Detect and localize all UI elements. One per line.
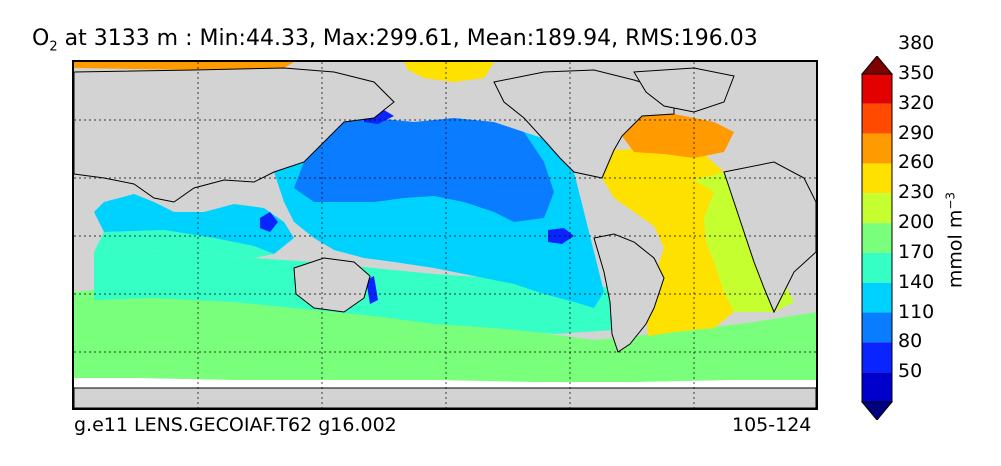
colorbar-label: mmol m−3: [943, 192, 966, 288]
south-america: [593, 233, 665, 353]
greenland: [633, 67, 735, 113]
colorbar-block: [862, 342, 892, 373]
colorbar-tick-label: 350: [898, 62, 935, 84]
colorbar-block: [862, 223, 892, 253]
colorbar-tick-label: 50: [898, 360, 923, 383]
colorbar-block: [862, 163, 892, 194]
colorbar-block: [862, 312, 892, 343]
atlantic-yellow-region: [602, 148, 734, 336]
australia: [293, 257, 371, 313]
philippine-dark-blue-patch: [260, 212, 278, 232]
north-america: [493, 69, 675, 179]
colorbar-tick-label: 260: [898, 151, 935, 174]
indian-ocean-aqua-region: [94, 230, 274, 258]
antarctic-shelf-white: [74, 378, 816, 388]
year-range-footer: 105-124: [732, 414, 812, 436]
antarctica: [74, 387, 816, 408]
gridlines: [74, 62, 816, 408]
colorbar-tick-label: 200: [898, 211, 935, 234]
colorbar: [860, 56, 894, 420]
indonesia-dark-blue-patch: [366, 276, 378, 304]
colorbar-tick-label: 110: [898, 300, 935, 323]
colorbar-block: [862, 372, 892, 402]
colorbar-block: [862, 133, 892, 164]
colorbar-block: [862, 282, 892, 313]
colorbar-tick-label: 80: [898, 330, 923, 353]
north-atlantic-orange-region: [622, 114, 734, 158]
arctic-yellow-blob: [404, 62, 494, 82]
arctic-orange-strip: [74, 62, 294, 70]
colorbar-tick-label: 140: [898, 270, 935, 293]
colorbar-block: [862, 74, 892, 104]
title-species: O: [32, 26, 50, 51]
eurasia: [74, 67, 395, 203]
colorbar-block: [862, 103, 892, 134]
title-species-subscript: 2: [49, 39, 58, 55]
colorbar-tick-label: 320: [898, 91, 935, 114]
colorbar-tick-label: 290: [898, 121, 935, 144]
colorbar-block: [862, 252, 892, 283]
colorbar-tick-label: 170: [898, 240, 935, 263]
title-stats: at 3133 m : Min:44.33, Max:299.61, Mean:…: [57, 26, 758, 51]
ocean-map: [72, 60, 818, 410]
indian-ocean-cyan-region: [94, 194, 294, 254]
continents: [74, 67, 816, 408]
colorbar-extend-max: [860, 56, 894, 75]
colorbar-tick-label: 230: [898, 181, 935, 204]
southern-ocean-green-region: [74, 288, 816, 382]
colorbar-extend-min: [860, 401, 894, 420]
map-title: O2 at 3133 m : Min:44.33, Max:299.61, Me…: [32, 26, 758, 54]
north-pacific-blue-region: [294, 118, 554, 222]
colorbar-tick-label: 380: [898, 32, 935, 55]
colorbar-label-exponent: −3: [943, 191, 958, 210]
colorbar-block: [862, 193, 892, 224]
run-name-footer: g.e11 LENS.GECOIAF.T62 g16.002: [74, 414, 397, 436]
colorbar-label-text: mmol m: [944, 209, 967, 289]
